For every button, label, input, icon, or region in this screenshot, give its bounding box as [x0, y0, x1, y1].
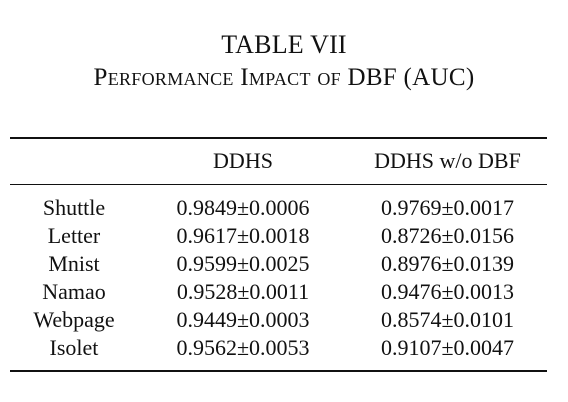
bottom-rule	[10, 370, 547, 372]
table-label: TABLE VII	[221, 30, 347, 59]
ddhs-value: 0.9599±0.0025	[176, 251, 310, 276]
table-title: Performance Impact of DBF (AUC)	[93, 64, 475, 91]
ddhs-wo-dbf-value: 0.8726±0.0156	[380, 223, 515, 248]
header-ddhs: DDHS	[213, 148, 273, 173]
ddhs-value: 0.9617±0.0018	[176, 223, 310, 248]
dataset-name: Letter	[47, 223, 101, 248]
dataset-name: Webpage	[33, 307, 115, 332]
dataset-name: Namao	[42, 279, 106, 304]
dataset-name: Isolet	[49, 335, 99, 360]
table-header: DDHS DDHS w/o DBF	[10, 146, 547, 176]
ddhs-wo-dbf-value: 0.9107±0.0047	[380, 335, 515, 360]
ddhs-wo-dbf-value: 0.8574±0.0101	[380, 307, 515, 332]
ddhs-wo-dbf-value: 0.9769±0.0017	[380, 195, 515, 220]
dataset-name: Mnist	[48, 251, 100, 276]
dataset-name: Shuttle	[42, 195, 106, 220]
header-ddhs-wo-dbf: DDHS w/o DBF	[374, 148, 521, 173]
ddhs-wo-dbf-value: 0.9476±0.0013	[380, 279, 515, 304]
table-row: Mnist 0.9599±0.0025 0.8976±0.0139	[10, 250, 547, 278]
ddhs-value: 0.9528±0.0011	[176, 279, 310, 304]
ddhs-value: 0.9562±0.0053	[176, 335, 310, 360]
ddhs-value: 0.9849±0.0006	[176, 195, 310, 220]
table-row: Webpage 0.9449±0.0003 0.8574±0.0101	[10, 306, 547, 334]
header-dataset	[10, 146, 138, 176]
header-row: DDHS DDHS w/o DBF	[10, 146, 547, 176]
table-row: Namao 0.9528±0.0011 0.9476±0.0013	[10, 278, 547, 306]
table-row: Isolet 0.9562±0.0053 0.9107±0.0047	[10, 334, 547, 362]
table-row: Letter 0.9617±0.0018 0.8726±0.0156	[10, 222, 547, 250]
ddhs-wo-dbf-value: 0.8976±0.0139	[380, 251, 515, 276]
table-caption: TABLE VII Performance Impact of DBF (AUC…	[0, 30, 568, 94]
header-rule	[10, 184, 547, 186]
table-row: Shuttle 0.9849±0.0006 0.9769±0.0017	[10, 194, 547, 222]
top-rule	[10, 137, 547, 139]
results-table: Shuttle 0.9849±0.0006 0.9769±0.0017 Lett…	[10, 194, 547, 362]
ddhs-value: 0.9449±0.0003	[176, 307, 310, 332]
